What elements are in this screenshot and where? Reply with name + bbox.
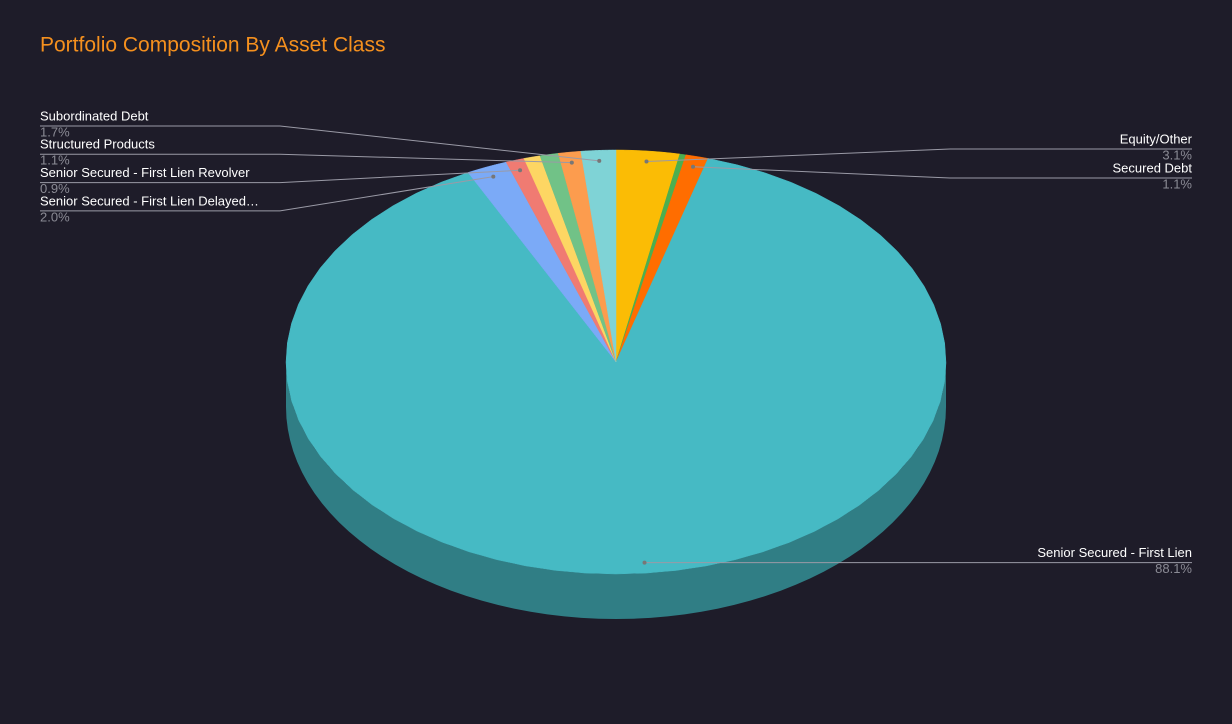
leader-line [692, 166, 1192, 179]
leader-dot [644, 159, 649, 164]
chart-title: Portfolio Composition By Asset Class [40, 34, 385, 57]
slice-side [286, 362, 946, 619]
slice [505, 158, 617, 363]
slice-label: Senior Secured - First Lien Revolver [40, 165, 250, 180]
leader-dot [597, 158, 602, 163]
slice-label: Senior Secured - First Lien [1037, 545, 1192, 560]
leader-dot [518, 168, 523, 173]
slice [580, 149, 617, 363]
slice-value: 3.1% [1162, 147, 1192, 162]
slice [615, 149, 681, 363]
slice-value: 2.0% [40, 209, 70, 224]
slice-label: Structured Products [40, 137, 155, 152]
slice-value: 1.1% [40, 153, 70, 168]
slice-value: 88.1% [1155, 561, 1192, 576]
leader-line [646, 148, 1192, 163]
slice-label: Equity/Other [1120, 131, 1193, 146]
leader-line [40, 176, 494, 212]
leader-line [40, 153, 572, 164]
slice [467, 161, 617, 363]
slice [539, 152, 617, 363]
slice-value: 0.9% [40, 181, 70, 196]
slice-value: 1.1% [1162, 176, 1192, 191]
slice [615, 154, 709, 363]
slice-value: 1.7% [40, 124, 70, 139]
slice [523, 155, 617, 363]
leader-dot [491, 174, 496, 179]
slice-label: Senior Secured - First Lien Delayed… [40, 193, 259, 208]
leader-dot [569, 160, 574, 165]
leader-dot [642, 560, 647, 565]
slice [557, 150, 617, 363]
leader-dot [691, 164, 696, 169]
slice-label: Secured Debt [1113, 160, 1193, 175]
slice-label: Subordinated Debt [40, 108, 149, 123]
slice [285, 158, 947, 575]
leader-line [40, 169, 521, 184]
leader-line [40, 125, 600, 162]
